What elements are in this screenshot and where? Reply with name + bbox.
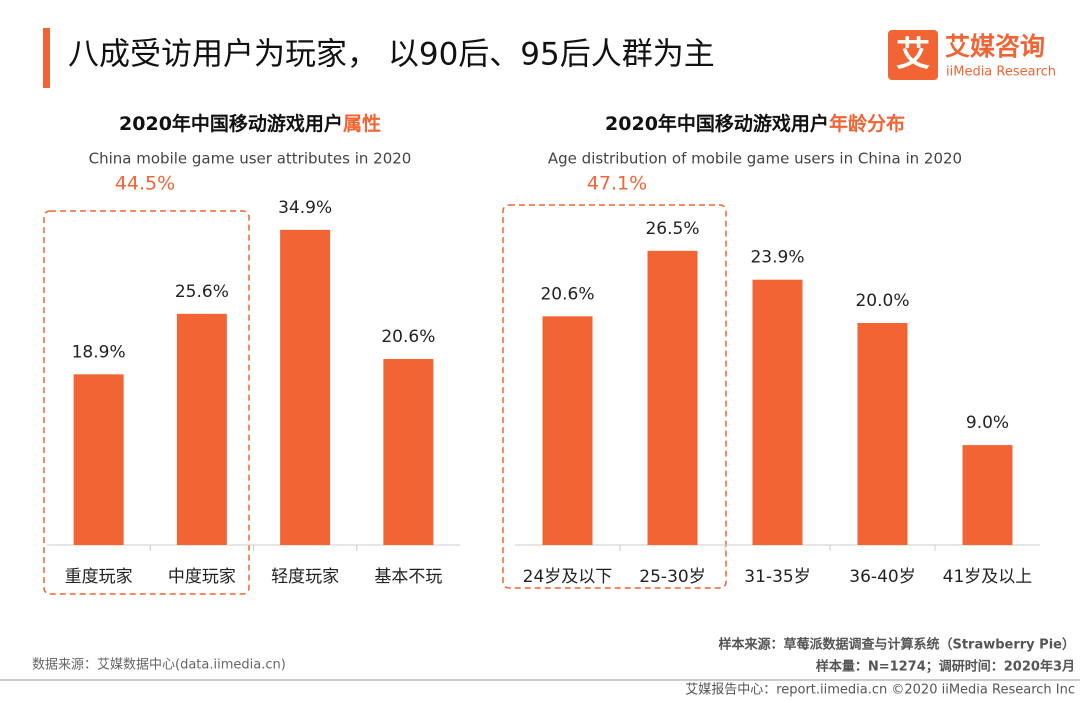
x-tick-label: 轻度玩家 bbox=[271, 567, 339, 587]
annotation-box bbox=[43, 210, 250, 595]
chart-title-main: 2020年中国移动游戏用户 bbox=[119, 112, 343, 135]
bar bbox=[647, 250, 698, 545]
bar bbox=[176, 313, 227, 545]
value-label: 20.0% bbox=[855, 291, 909, 311]
value-label: 18.9% bbox=[72, 342, 126, 362]
page-title: 八成受访用户为玩家， 以90后、95后人群为主 bbox=[68, 37, 715, 73]
bar bbox=[383, 358, 434, 545]
value-label: 20.6% bbox=[381, 327, 435, 347]
bar bbox=[280, 229, 331, 545]
logo-mark: 艾 bbox=[896, 35, 930, 75]
logo-name: 艾媒咨询 bbox=[945, 32, 1045, 61]
value-label: 23.9% bbox=[750, 248, 804, 268]
title-bar bbox=[43, 28, 50, 88]
x-tick-label: 31-35岁 bbox=[744, 567, 810, 587]
logo-sub: iiMedia Research bbox=[946, 65, 1056, 80]
value-label: 20.6% bbox=[540, 284, 594, 304]
bar bbox=[73, 374, 124, 545]
value-label: 25.6% bbox=[175, 282, 229, 302]
logo-box bbox=[888, 30, 938, 80]
bar bbox=[752, 279, 803, 545]
chart-title-highlight: 属性 bbox=[343, 112, 381, 135]
x-tick-label: 41岁及以上 bbox=[943, 567, 1033, 587]
footer-source: 数据来源：艾媒数据中心(data.iimedia.cn) bbox=[32, 658, 286, 673]
chart-title-main: 2020年中国移动游戏用户 bbox=[605, 112, 829, 135]
bar bbox=[962, 445, 1013, 545]
value-label: 26.5% bbox=[645, 219, 699, 239]
chart-title: 2020年中国移动游戏用户属性 bbox=[119, 112, 381, 135]
chart-title-highlight: 年龄分布 bbox=[829, 112, 905, 135]
x-tick-label: 36-40岁 bbox=[849, 567, 915, 587]
chart-subtitle: China mobile game user attributes in 202… bbox=[89, 150, 412, 168]
annotation: 47.1% bbox=[587, 173, 647, 195]
annotation: 44.5% bbox=[115, 173, 175, 195]
bar bbox=[857, 323, 908, 545]
value-label: 34.9% bbox=[278, 198, 332, 218]
x-tick-label: 中度玩家 bbox=[168, 567, 236, 587]
annotation-box bbox=[502, 204, 727, 589]
footer-credit: 艾媒报告中心：report.iimedia.cn ©2020 iiMedia R… bbox=[685, 683, 1075, 698]
value-label: 9.0% bbox=[966, 413, 1009, 433]
x-tick-label: 25-30岁 bbox=[639, 567, 705, 587]
footer-sample-source: 样本来源：草莓派数据调查与计算系统（Strawberry Pie） bbox=[718, 637, 1075, 653]
chart-subtitle: Age distribution of mobile game users in… bbox=[548, 150, 962, 168]
chart-title: 2020年中国移动游戏用户年龄分布 bbox=[605, 112, 905, 135]
footer-sample-size: 样本量：N=1274；调研时间：2020年3月 bbox=[816, 659, 1075, 675]
bar bbox=[542, 316, 593, 545]
x-tick-label: 重度玩家 bbox=[65, 567, 133, 587]
x-tick-label: 24岁及以下 bbox=[523, 567, 613, 587]
x-tick-label: 基本不玩 bbox=[374, 567, 442, 587]
